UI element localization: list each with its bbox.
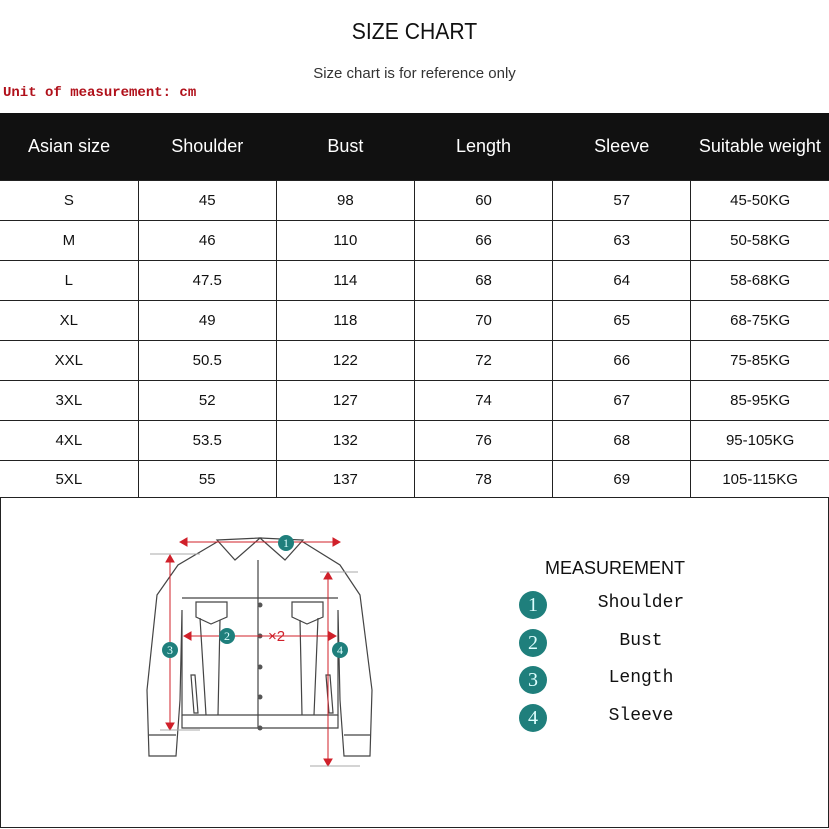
table-cell: S: [0, 180, 139, 221]
diagram-box: [0, 497, 829, 828]
badge-1: 1: [283, 536, 289, 550]
page-title: SIZE CHART: [351, 18, 478, 44]
table-cell: 75-85KG: [690, 340, 829, 381]
table-row: 5XL 55 137 78 69 105-115KG: [0, 460, 829, 498]
legend-item: 4 Sleeve: [519, 703, 719, 734]
number-badge: 2: [519, 628, 547, 657]
table-row: XL 49 118 70 65 68-75KG: [0, 300, 829, 341]
table-cell: 132: [275, 420, 415, 461]
table-cell: 69: [552, 460, 692, 498]
number-badge: 3: [519, 666, 547, 694]
unit-note: Unit of measurement: cm: [3, 85, 197, 101]
table-cell: 55: [137, 460, 277, 498]
table-cell: 66: [552, 340, 692, 381]
table-cell: 5XL: [0, 460, 139, 498]
table-cell: 65: [552, 300, 692, 341]
table-cell: 60: [413, 180, 554, 221]
table-cell: 72: [413, 340, 554, 381]
badge-4: 4: [337, 643, 343, 657]
subtitle: Size chart is for reference only: [313, 65, 516, 82]
table-cell: XXL: [0, 340, 139, 381]
table-cell: 78: [413, 460, 554, 498]
table-cell: 49: [137, 300, 277, 341]
table-row: M 46 110 66 63 50-58KG: [0, 220, 829, 261]
column-header: Suitable weight: [690, 113, 829, 181]
bust-multiplier: ×2: [268, 628, 285, 645]
column-header: Shoulder: [138, 113, 277, 181]
table-cell: 85-95KG: [690, 380, 829, 421]
table-cell: 122: [275, 340, 415, 381]
table-cell: 58-68KG: [690, 260, 829, 301]
jacket-diagram: ×2 1 2 3 4: [146, 535, 373, 768]
legend-item: 3 Length: [519, 666, 719, 696]
legend-item: 2 Bust: [519, 628, 719, 659]
table-cell: 76: [413, 420, 554, 461]
table-cell: 57: [552, 180, 692, 221]
table-cell: 127: [275, 380, 415, 421]
table-cell: 110: [275, 220, 415, 261]
table-cell: 52: [137, 380, 277, 421]
number-badge: 1: [519, 591, 547, 619]
table-cell: 68-75KG: [690, 300, 829, 341]
table-cell: 68: [413, 260, 554, 301]
table-cell: 137: [275, 460, 415, 498]
table-row: S 45 98 60 57 45-50KG: [0, 180, 829, 221]
table-cell: 47.5: [137, 260, 277, 301]
column-header: Length: [414, 113, 553, 181]
table-row: 3XL 52 127 74 67 85-95KG: [0, 380, 829, 421]
table-cell: 46: [137, 220, 277, 261]
legend-title: MEASUREMENT: [545, 558, 686, 578]
table-cell: 3XL: [0, 380, 139, 421]
legend-item: 1 Shoulder: [519, 591, 719, 621]
table-cell: 45: [137, 180, 277, 221]
table-row: XXL 50.5 122 72 66 75-85KG: [0, 340, 829, 381]
table-cell: 74: [413, 380, 554, 421]
table-cell: 64: [552, 260, 692, 301]
legend-label: Shoulder: [597, 593, 685, 613]
table-cell: M: [0, 220, 139, 261]
table-cell: 50.5: [137, 340, 277, 381]
table-cell: 105-115KG: [690, 460, 829, 498]
table-cell: 114: [275, 260, 415, 301]
table-cell: 63: [552, 220, 692, 261]
table-cell: 70: [413, 300, 554, 341]
table-cell: 50-58KG: [690, 220, 829, 261]
table-cell: 67: [552, 380, 692, 421]
table-cell: 45-50KG: [690, 180, 829, 221]
legend-label: Length: [608, 668, 674, 688]
table-cell: 4XL: [0, 420, 139, 461]
table-row: L 47.5 114 68 64 58-68KG: [0, 260, 829, 301]
size-table: Asian size Shoulder Bust Length Sleeve Suitab…: [0, 113, 829, 498]
legend-label: Bust: [619, 630, 663, 651]
column-header: Sleeve: [552, 113, 691, 181]
table-cell: L: [0, 260, 139, 301]
number-badge: 4: [519, 703, 547, 732]
badge-2: 2: [224, 629, 230, 643]
column-header: Asian size: [0, 113, 139, 181]
table-header: Asian size Shoulder Bust Length Sleeve Suitab…: [0, 113, 829, 181]
table-cell: 66: [413, 220, 554, 261]
table-row: 4XL 53.5 132 76 68 95-105KG: [0, 420, 829, 461]
table-cell: 68: [552, 420, 692, 461]
table-cell: 53.5: [137, 420, 277, 461]
column-header: Bust: [276, 113, 415, 181]
badge-3: 3: [167, 643, 173, 657]
table-cell: 95-105KG: [690, 420, 829, 461]
table-cell: 98: [275, 180, 415, 221]
table-cell: XL: [0, 300, 139, 341]
table-cell: 118: [275, 300, 415, 341]
legend-label: Sleeve: [608, 705, 674, 726]
